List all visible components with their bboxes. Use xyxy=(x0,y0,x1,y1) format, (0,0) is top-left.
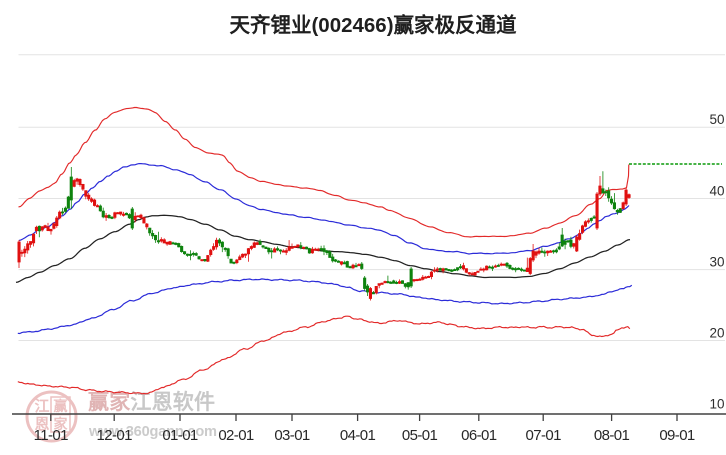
svg-text:家: 家 xyxy=(54,416,69,432)
svg-text:01-01: 01-01 xyxy=(162,427,198,444)
svg-text:07-01: 07-01 xyxy=(526,427,562,444)
svg-text:天齐锂业(002466)赢家极反通道: 天齐锂业(002466)赢家极反通道 xyxy=(229,13,517,37)
svg-text:赢家江恩软件: 赢家江恩软件 xyxy=(88,390,215,414)
svg-text:50: 50 xyxy=(709,112,724,127)
svg-text:40: 40 xyxy=(709,183,724,198)
svg-text:06-01: 06-01 xyxy=(461,427,497,444)
svg-text:02-01: 02-01 xyxy=(218,427,254,444)
svg-text:11-01: 11-01 xyxy=(34,427,69,444)
svg-text:12-01: 12-01 xyxy=(97,427,133,444)
svg-text:赢: 赢 xyxy=(54,398,68,414)
svg-text:09-01: 09-01 xyxy=(659,427,695,444)
svg-text:05-01: 05-01 xyxy=(402,427,438,444)
svg-text:04-01: 04-01 xyxy=(340,427,376,444)
svg-text:08-01: 08-01 xyxy=(594,427,630,444)
svg-text:www.360gann.com: www.360gann.com xyxy=(88,424,217,440)
svg-text:20: 20 xyxy=(709,326,724,341)
svg-text:30: 30 xyxy=(709,254,724,269)
svg-text:10: 10 xyxy=(709,397,724,412)
svg-text:03-01: 03-01 xyxy=(274,427,310,444)
svg-text:江: 江 xyxy=(34,397,49,415)
svg-text:恩: 恩 xyxy=(34,416,49,433)
